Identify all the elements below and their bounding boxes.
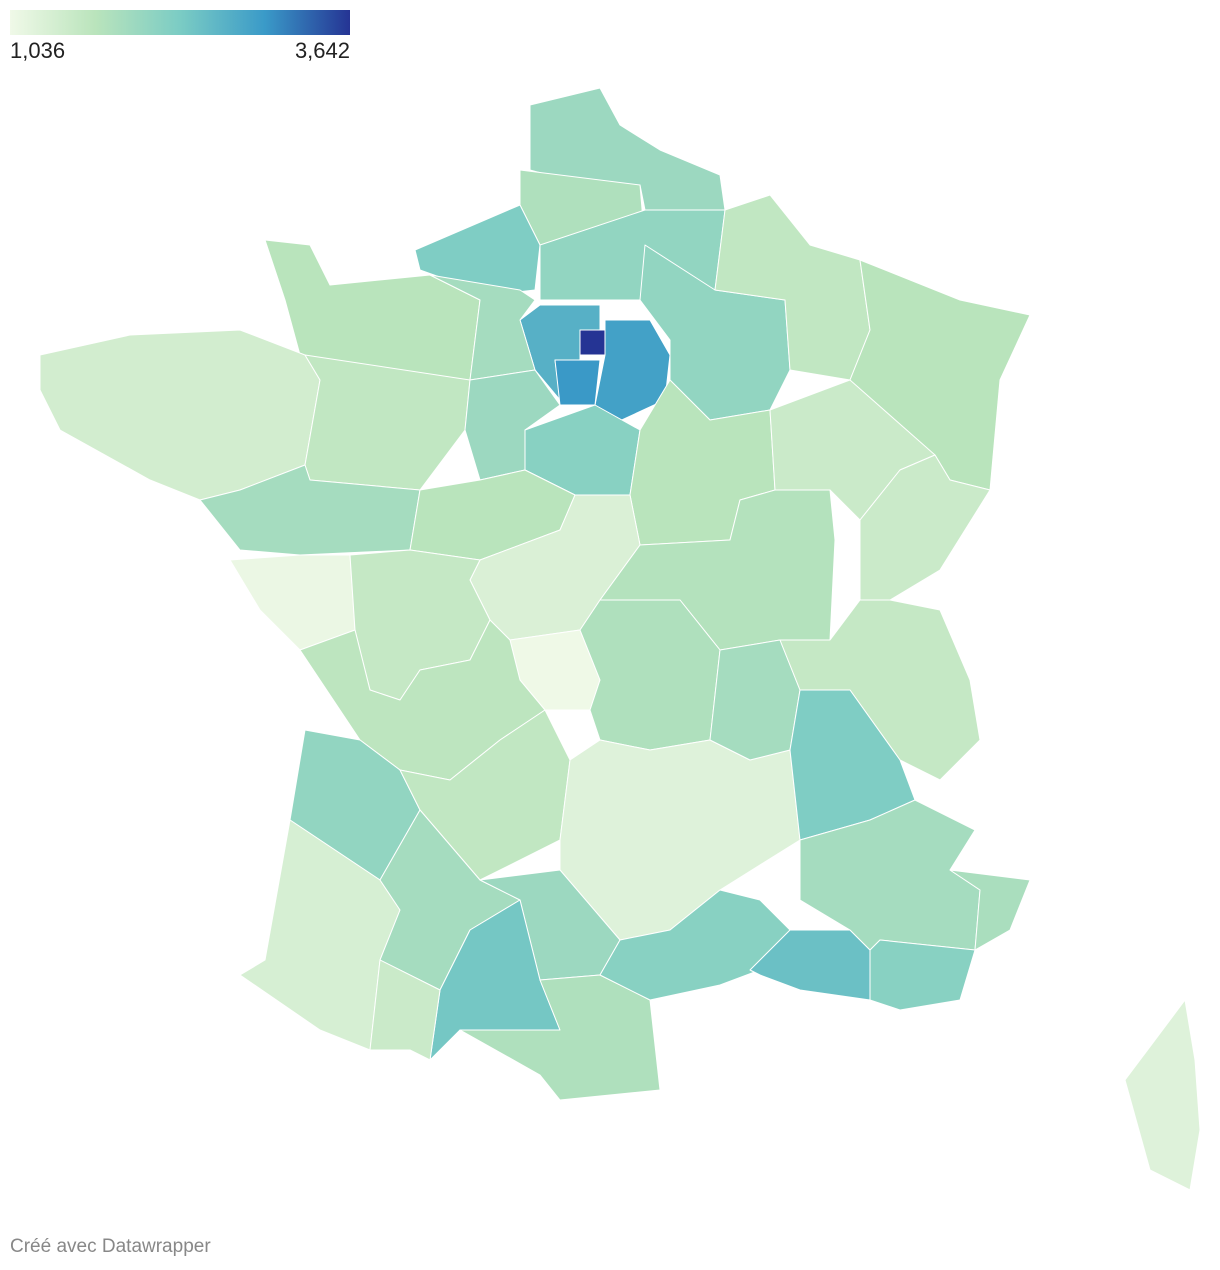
region [1124, 999, 1201, 1191]
region [369, 959, 441, 1061]
region [39, 329, 321, 501]
region [709, 639, 801, 761]
map-regions [39, 87, 1201, 1191]
region [779, 599, 981, 781]
region [599, 889, 791, 1001]
region [554, 359, 601, 406]
legend-max-label: 3,642 [295, 38, 350, 63]
region [869, 939, 976, 1011]
credit: Créé avec Datawrapper [10, 1236, 211, 1257]
region [229, 554, 356, 651]
region [949, 869, 1031, 951]
region [429, 274, 536, 381]
region [579, 329, 606, 356]
region [594, 319, 671, 431]
legend-min-label: 1,036 [10, 38, 65, 63]
legend-gradient [10, 10, 350, 35]
region [414, 204, 541, 296]
